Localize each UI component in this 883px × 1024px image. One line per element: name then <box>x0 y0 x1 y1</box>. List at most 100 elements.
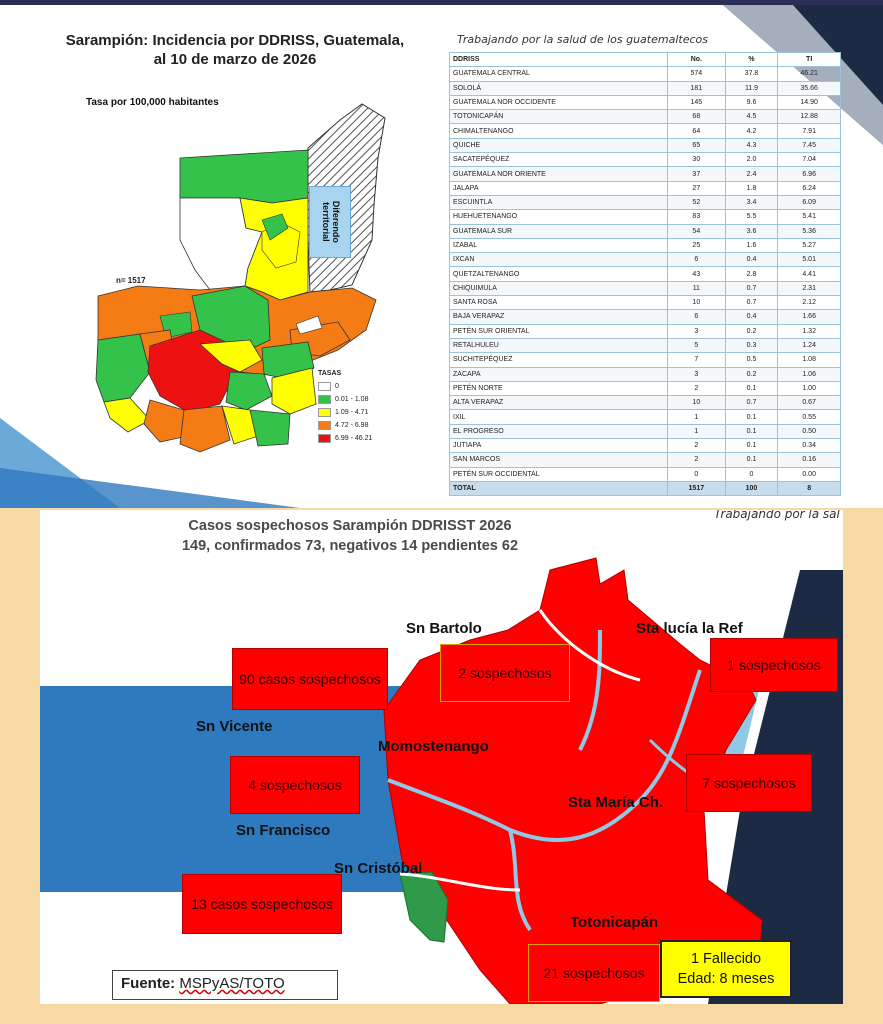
table-cell: 1.8 <box>724 180 779 196</box>
source-label: Fuente: <box>121 975 176 992</box>
table-row: SUCHITEPÉQUEZ 7 0.5 1.08 <box>449 352 841 368</box>
label-sta-lucia: Sta lucía la Ref <box>636 620 743 637</box>
table-cell: 4.3 <box>724 137 779 154</box>
table-row: EL PROGRESO 1 0.1 0.50 <box>449 423 841 440</box>
table-cell: JALAPA <box>449 180 668 196</box>
table-cell: ESCUINTLA <box>449 194 668 211</box>
suspected-cases-panel: Casos sospechosos Sarampión DDRISST 2026… <box>40 510 843 1004</box>
table-cell: 1.24 <box>777 337 841 354</box>
table-cell: CHIQUIMULA <box>449 280 668 297</box>
table-cell: 65 <box>667 137 726 154</box>
table-cell: SUCHITEPÉQUEZ <box>449 352 668 368</box>
legend-label: 1.09 - 4.71 <box>335 409 369 416</box>
table-cell: 52 <box>667 194 726 211</box>
legend-label: 6.99 - 46.21 <box>335 435 373 442</box>
table-cell: GUATEMALA CENTRAL <box>449 66 668 82</box>
case-box-1: 1 sospechosos <box>710 638 838 692</box>
legend-swatch <box>318 434 331 443</box>
label-sn-francisco: Sn Francisco <box>236 822 331 839</box>
ddriss-table: DDRISS No.% TI GUATEMALA CENTRAL 574 37.8 46.… <box>449 51 841 497</box>
legend-item: 0.01 - 1.08 <box>318 393 428 406</box>
case-box-21: 21 sospechosos <box>528 944 660 1002</box>
table-cell: 6.24 <box>777 180 841 196</box>
table-cell: 0.4 <box>724 309 779 325</box>
table-cell: 6 <box>667 309 726 325</box>
table-cell: PETÉN SUR ORIENTAL <box>449 323 668 339</box>
table-cell: 3.6 <box>724 223 779 239</box>
label-sn-bartolo: Sn Bartolo <box>406 620 482 637</box>
table-cell: 37.8 <box>724 66 779 82</box>
region-baja-verapaz <box>199 339 263 373</box>
table-cell: EL PROGRESO <box>449 423 668 440</box>
table-cell: 1.66 <box>777 309 841 325</box>
table-cell: 30 <box>667 152 726 168</box>
table-cell: 27 <box>667 180 726 196</box>
table-cell: 5 <box>667 337 726 354</box>
table-cell: 12.88 <box>777 109 841 125</box>
dispute-label: Diferendo territorial <box>309 186 351 258</box>
table-cell: 54 <box>667 223 726 239</box>
table-cell: 0.00 <box>777 466 841 482</box>
table-cell: 0 <box>724 466 779 482</box>
table-cell: 0.34 <box>777 438 841 454</box>
table-cell: 3 <box>667 366 726 382</box>
table-row: PETÉN SUR OCCIDENTAL 0 0 0.00 <box>449 466 841 482</box>
table-row: GUATEMALA SUR 54 3.6 5.36 <box>449 223 841 239</box>
table-cell: JUTIAPA <box>449 438 668 454</box>
legend-item: 6.99 - 46.21 <box>318 432 428 445</box>
table-cell: 0.7 <box>724 295 779 311</box>
case-box-13: 13 casos sospechosos <box>182 874 342 934</box>
table-cell: 9.6 <box>724 94 779 111</box>
table-cell: 0.55 <box>777 409 841 425</box>
table-total-cell: 1517 <box>667 480 726 497</box>
table-row: JUTIAPA 2 0.1 0.34 <box>449 438 841 454</box>
table-cell: 3 <box>667 323 726 339</box>
municipio-sn-cristobal <box>399 871 449 943</box>
table-total-cell: 8 <box>777 480 841 497</box>
table-cell: 7.04 <box>777 152 841 168</box>
source-box: Fuente: MSPyAS/TOTO <box>112 970 338 1000</box>
table-cell: SOLOLÁ <box>449 80 668 96</box>
legend-label: 4.72 - 6.98 <box>335 422 369 429</box>
case-box-2: 2 sospechosos <box>440 644 570 702</box>
table-cell: 5.01 <box>777 252 841 268</box>
label-sn-cristobal: Sn Cristóbal <box>334 860 423 877</box>
table-cell: SAN MARCOS <box>449 452 668 468</box>
case-box-7: 7 sospechosos <box>686 754 812 812</box>
table-cell: 0.4 <box>724 252 779 268</box>
table-cell: SACATEPÉQUEZ <box>449 152 668 168</box>
case-box-90: 90 casos sospechosos <box>232 648 388 710</box>
table-row: JALAPA 27 1.8 6.24 <box>449 180 841 196</box>
table-total-cell: 100 <box>724 480 779 497</box>
table-cell: 10 <box>667 295 726 311</box>
table-cell: 5.36 <box>777 223 841 239</box>
table-cell: 1 <box>667 423 726 440</box>
table-cell: 145 <box>667 94 726 111</box>
map-subtitle: Tasa por 100,000 habitantes <box>86 97 219 108</box>
table-row: ESCUINTLA 52 3.4 6.09 <box>449 194 841 211</box>
table-row: CHIMALTENANGO 64 4.2 7.91 <box>449 123 841 139</box>
table-cell: ZACAPA <box>449 366 668 382</box>
corner-decoration-left <box>0 418 300 508</box>
table-cell: 2 <box>667 380 726 397</box>
legend-item: 1.09 - 4.71 <box>318 406 428 419</box>
table-row: SOLOLÁ 181 11.9 35.66 <box>449 80 841 96</box>
table-cell: 0.5 <box>724 352 779 368</box>
table-cell: 5.41 <box>777 209 841 225</box>
table-row: SACATEPÉQUEZ 30 2.0 7.04 <box>449 152 841 168</box>
legend-item: 4.72 - 6.98 <box>318 419 428 432</box>
table-cell: 0.2 <box>724 366 779 382</box>
legend-label: 0 <box>335 383 339 390</box>
region-small-white <box>295 315 323 335</box>
table-cell: 574 <box>667 66 726 82</box>
table-cell: IXIL <box>449 409 668 425</box>
table-cell: 83 <box>667 209 726 225</box>
table-row: QUICHE 65 4.3 7.45 <box>449 137 841 154</box>
label-momostenango: Momostenango <box>378 738 489 755</box>
table-cell: QUETZALTENANGO <box>449 266 668 282</box>
region-ixcan-green <box>261 213 289 241</box>
table-cell: GUATEMALA NOR OCCIDENTE <box>449 94 668 111</box>
table-cell: TOTONICAPÁN <box>449 109 668 125</box>
table-cell: 1 <box>667 409 726 425</box>
table-cell: 7 <box>667 352 726 368</box>
